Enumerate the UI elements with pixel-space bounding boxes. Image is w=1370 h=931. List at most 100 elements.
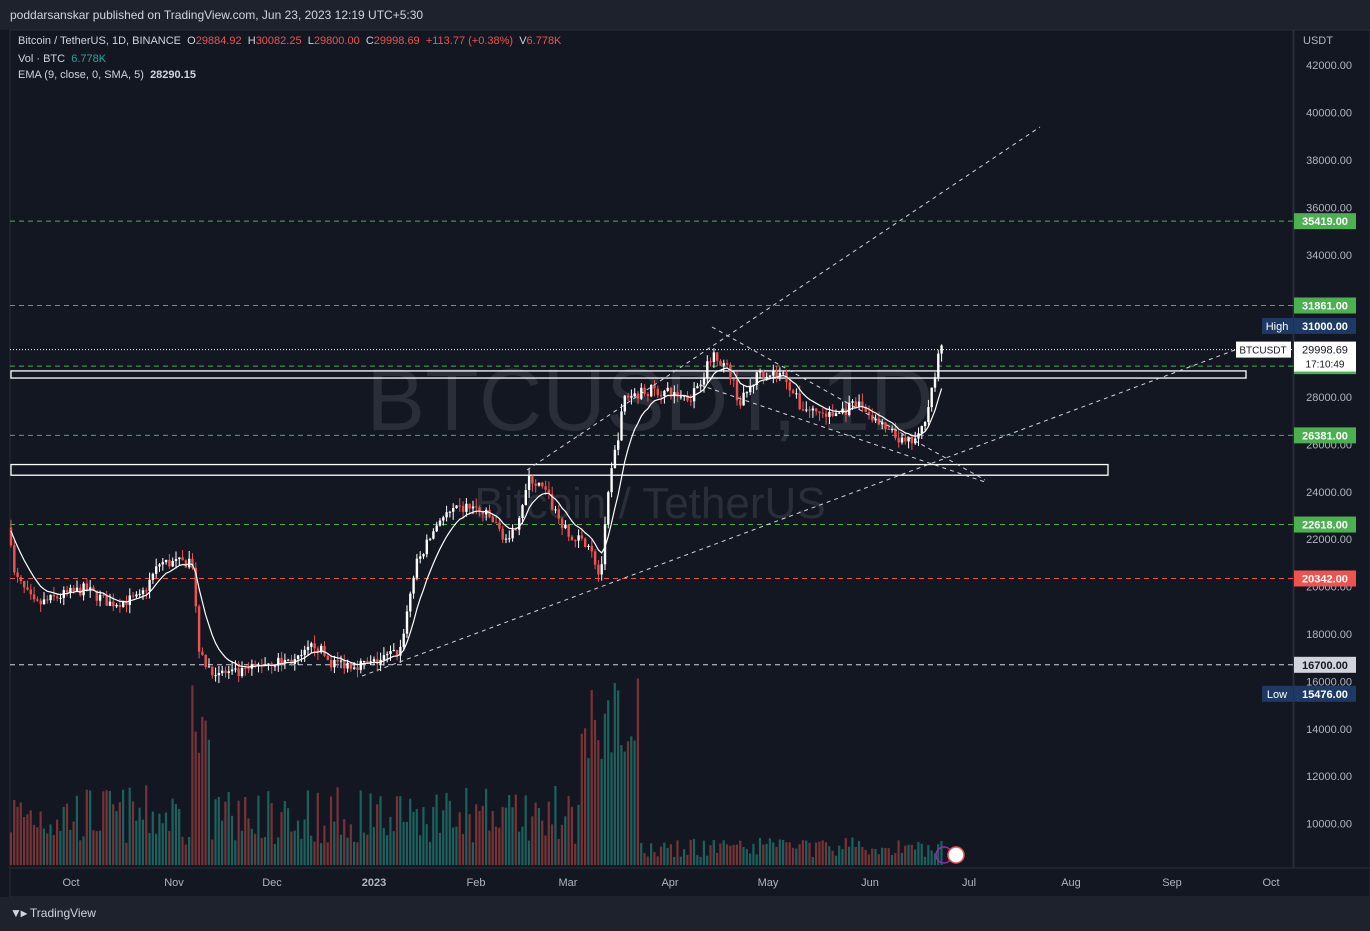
candle-body <box>702 378 706 385</box>
volume-bar <box>805 840 808 865</box>
candle-body <box>174 559 178 562</box>
volume-bar <box>356 842 359 865</box>
ema-line <box>10 367 943 668</box>
level-tag-label: 31861.00 <box>1302 300 1348 312</box>
candle-body <box>131 595 135 597</box>
y-tick-label: 18000.00 <box>1306 629 1352 641</box>
volume-bar <box>65 803 69 865</box>
candle-body <box>521 505 524 519</box>
candle-body <box>356 667 359 670</box>
candle-body <box>468 503 471 509</box>
candle-body <box>940 345 943 354</box>
volume-bar <box>597 740 600 865</box>
volume-bar <box>148 833 151 865</box>
volume-bar <box>191 685 194 865</box>
volume-bar <box>531 816 534 865</box>
volume-bar <box>105 790 108 865</box>
candle-body <box>26 587 29 590</box>
candle-body <box>821 412 824 414</box>
level-tag-label: 22618.00 <box>1302 520 1348 532</box>
candle-body <box>904 437 907 442</box>
candle-body <box>729 364 732 380</box>
volume-bar <box>788 842 791 865</box>
volume-bar <box>669 844 672 865</box>
volume-bar <box>224 801 227 865</box>
candle-body <box>270 663 273 666</box>
volume-bar <box>445 792 448 865</box>
volume-bar <box>745 849 748 865</box>
candle-body <box>689 400 692 402</box>
candle-body <box>412 577 415 594</box>
volume-bar <box>725 844 729 865</box>
volume-bar <box>135 820 138 865</box>
candle-body <box>230 669 234 672</box>
candle-body <box>656 388 659 396</box>
volume-bar <box>432 806 435 865</box>
volume-bar <box>290 831 293 865</box>
candle-body <box>366 660 369 663</box>
candle-body <box>933 377 937 388</box>
volume-bar <box>270 803 273 865</box>
volume-bar <box>9 832 12 865</box>
volume-bar <box>471 842 474 865</box>
candle-body <box>389 651 392 655</box>
candle-body <box>676 392 679 397</box>
candle-body <box>504 538 508 540</box>
candle-body <box>669 387 673 397</box>
volume-bar <box>52 835 55 865</box>
candle-body <box>313 643 316 649</box>
candle-body <box>524 490 527 506</box>
volume-bar <box>46 833 49 865</box>
candle-body <box>201 651 204 655</box>
legend-open: 29884.92 <box>195 35 242 47</box>
volume-bar <box>742 846 745 865</box>
candle-body <box>560 518 564 529</box>
volume-bar <box>689 839 692 865</box>
volume-bar <box>504 807 507 865</box>
volume-bar <box>900 852 903 865</box>
volume-bar <box>801 840 804 865</box>
candle-body <box>617 440 620 450</box>
volume-bar <box>409 798 412 865</box>
low-tag-label: Low <box>1267 689 1287 701</box>
volume-bar <box>108 790 111 865</box>
candle-body <box>692 388 696 402</box>
candle-body <box>455 505 458 509</box>
candle-body <box>491 516 494 523</box>
candle-body <box>910 437 914 444</box>
volume-bar <box>527 840 531 865</box>
legend-low: 29800.00 <box>313 35 360 47</box>
candle-body <box>551 494 554 510</box>
volume-bar <box>326 842 329 865</box>
candle-body <box>788 382 791 391</box>
candle-body <box>511 529 514 539</box>
volume-bar <box>758 837 762 865</box>
tradingview-logo-icon: ▼▸ <box>10 906 27 920</box>
candle-body <box>607 492 610 525</box>
candle-body <box>890 429 894 431</box>
volume-bar <box>521 826 524 865</box>
volume-bar <box>95 831 98 865</box>
volume-bar <box>141 819 144 865</box>
candle-body <box>498 522 501 529</box>
candle-body <box>46 599 49 601</box>
candle-body <box>69 587 72 593</box>
volume-bar <box>79 840 82 865</box>
candle-body <box>376 659 379 665</box>
candle-body <box>650 384 653 397</box>
candle-body <box>732 379 735 381</box>
volume-bar <box>927 845 930 865</box>
tradingview-logo[interactable]: ▼▸ TradingView <box>10 906 96 920</box>
x-tick-label: Jun <box>861 877 879 889</box>
volume-bar <box>884 847 887 865</box>
volume-bar <box>485 788 488 865</box>
volume-bar <box>673 856 676 865</box>
candle-body <box>527 475 531 491</box>
candle-body <box>686 395 689 401</box>
volume-bar <box>643 853 646 865</box>
candle-body <box>353 667 356 669</box>
candle-body <box>425 539 428 555</box>
candle-body <box>409 593 412 612</box>
candle-body <box>16 572 19 578</box>
